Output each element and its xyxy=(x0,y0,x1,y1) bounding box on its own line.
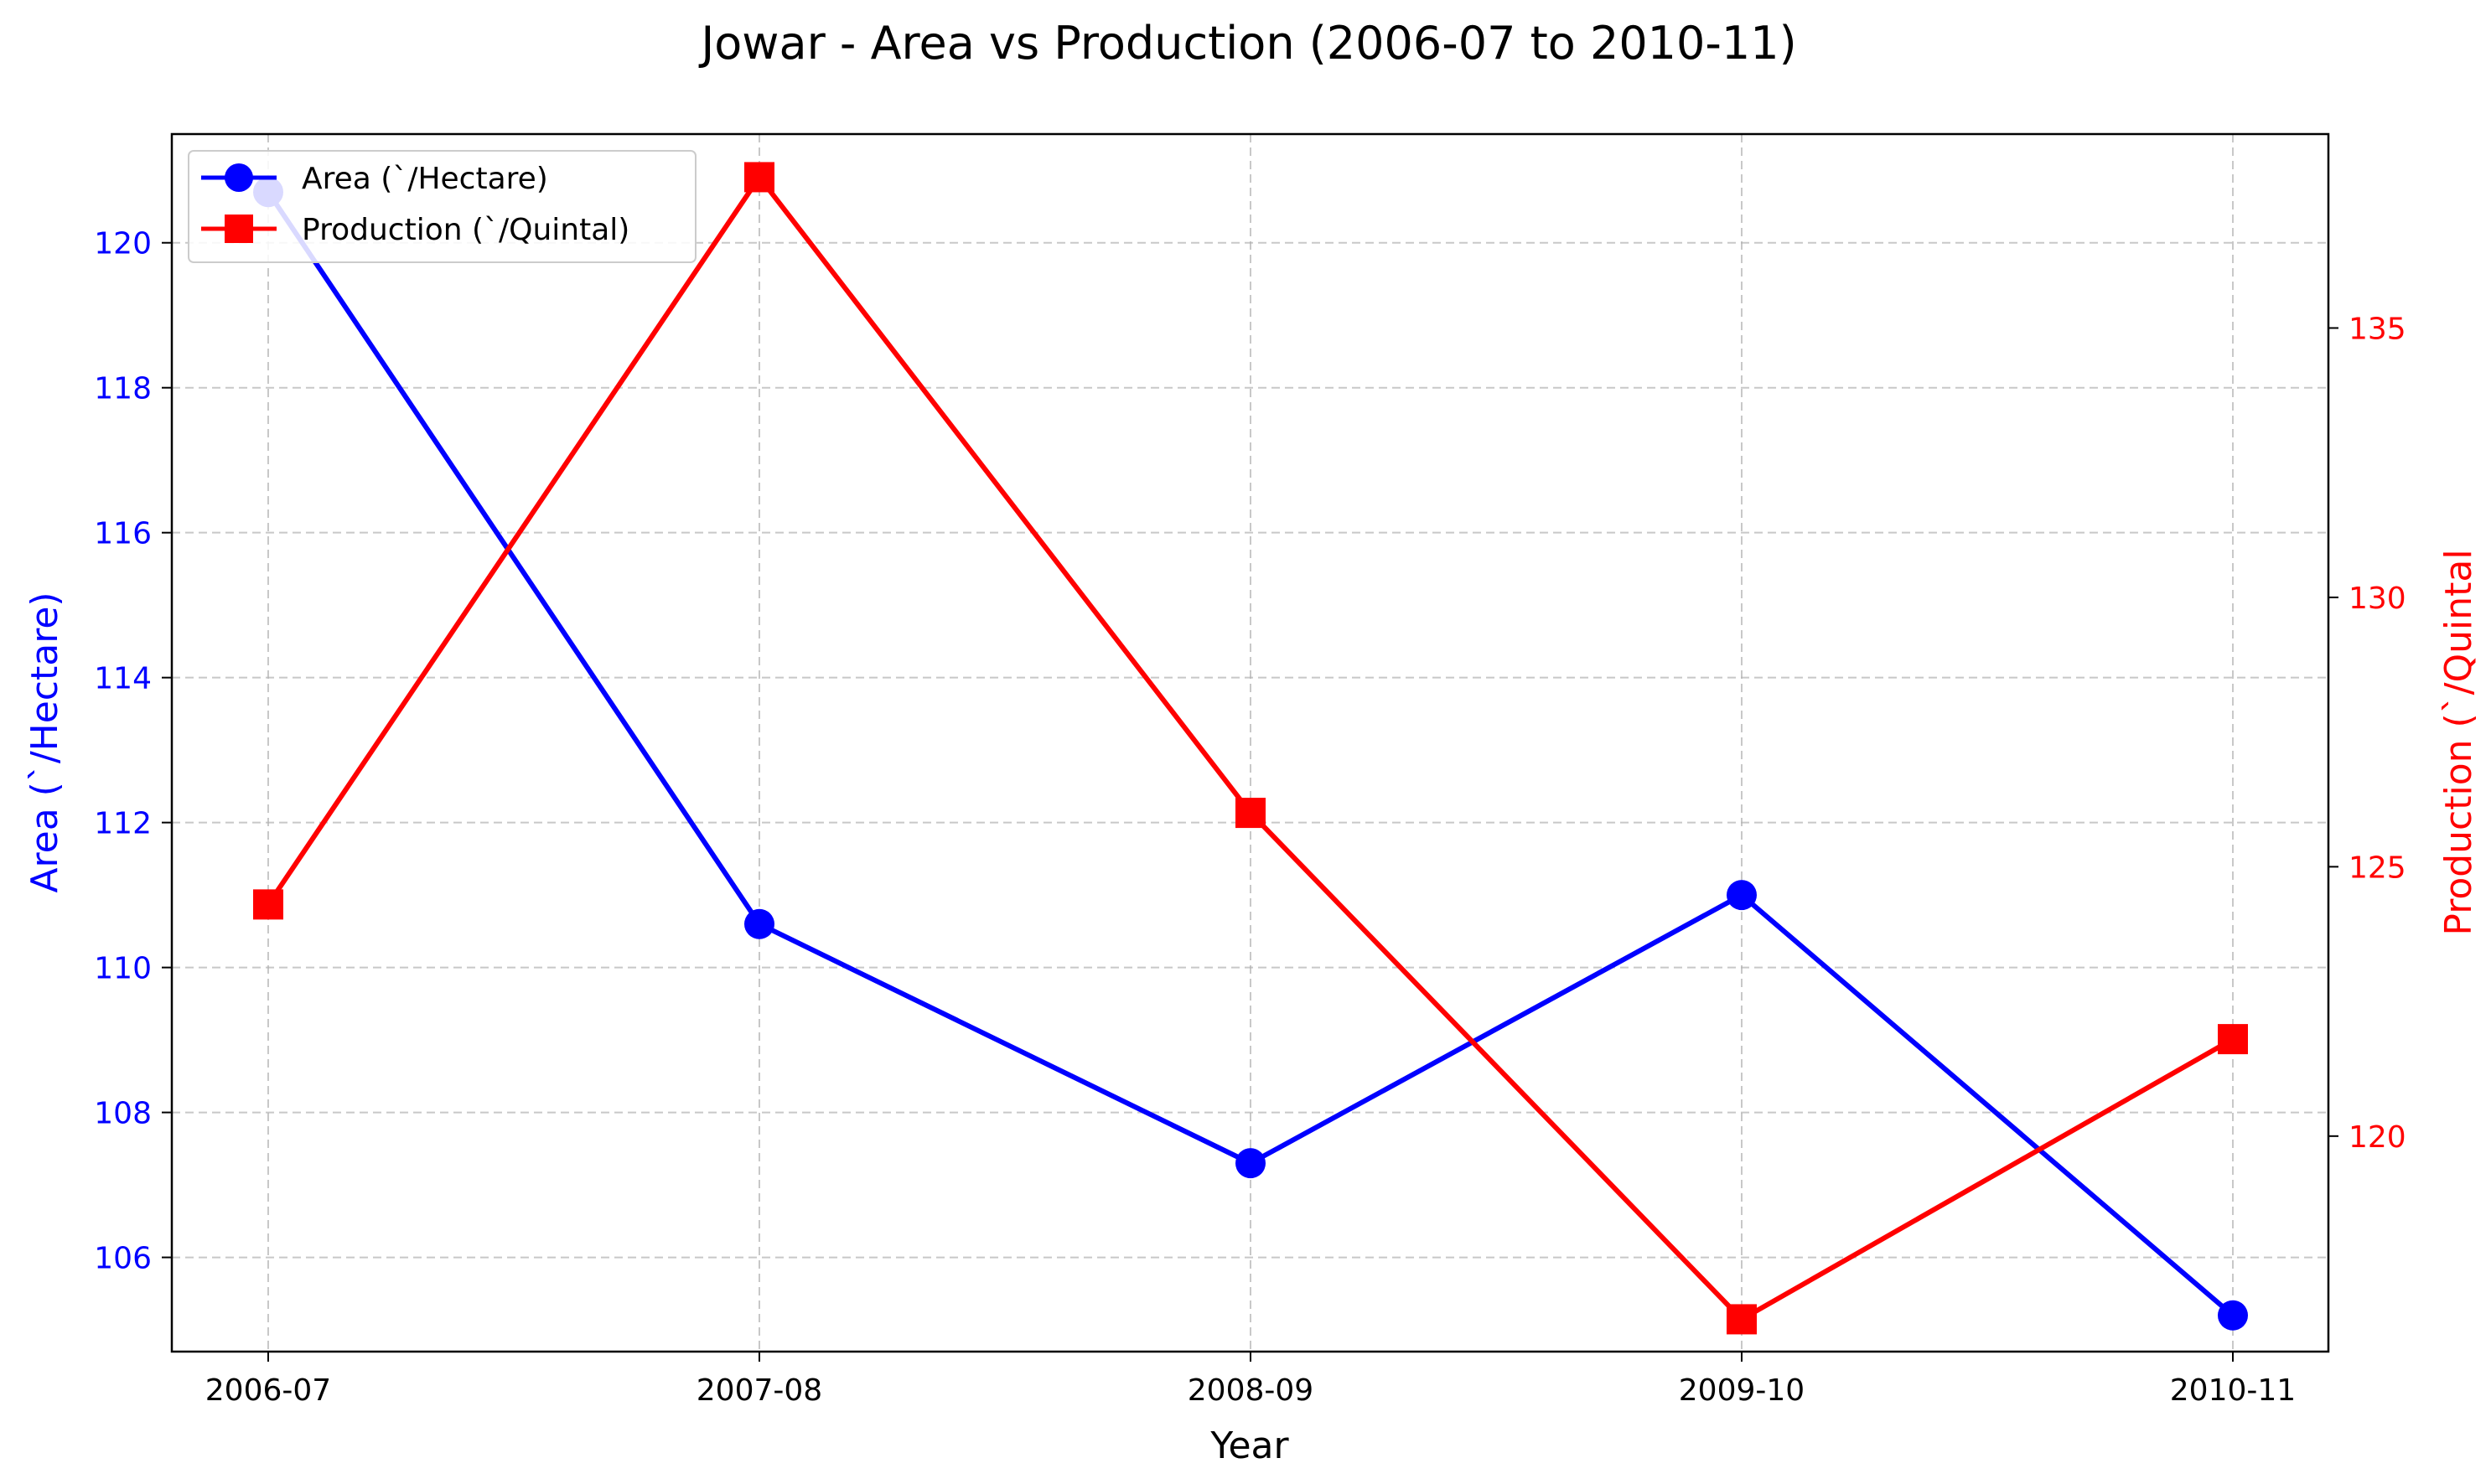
y-left-axis-label: Area (`/Hectare) xyxy=(23,592,66,892)
legend-entry-production: Production (`/Quintal) xyxy=(201,213,629,247)
legend-label-area: Area (`/Hectare) xyxy=(302,162,548,196)
y-left-tick-label: 110 xyxy=(94,952,152,986)
chart-title: Jowar - Area vs Production (2006-07 to 2… xyxy=(698,17,1796,70)
legend-box xyxy=(188,150,697,263)
data-point-area xyxy=(1727,880,1757,911)
y-left-axis-ticks: 106 108 110 112 114 116 118 120 xyxy=(94,227,172,1276)
legend-marker-area xyxy=(225,163,253,192)
data-point-production xyxy=(253,889,283,920)
y-left-tick-label: 114 xyxy=(94,662,152,696)
data-point-production xyxy=(2218,1024,2248,1055)
x-tick-label: 2006-07 xyxy=(205,1373,331,1408)
legend-marker-production xyxy=(225,215,253,243)
x-tick-label: 2007-08 xyxy=(697,1373,822,1408)
y-right-tick-label: 120 xyxy=(2349,1120,2406,1155)
y-right-tick-label: 135 xyxy=(2349,312,2406,346)
y-right-tick-label: 125 xyxy=(2349,851,2406,885)
y-right-axis-label: Production (`/Quintal xyxy=(2437,549,2480,935)
data-point-area xyxy=(2218,1300,2248,1331)
x-tick-label: 2009-10 xyxy=(1679,1373,1805,1408)
y-left-tick-label: 108 xyxy=(94,1097,152,1131)
legend-label-production: Production (`/Quintal) xyxy=(302,213,629,247)
x-axis-ticks: 2006-07 2007-08 2008-09 2009-10 2010-11 xyxy=(205,1352,2296,1408)
legend-entry-area: Area (`/Hectare) xyxy=(201,162,548,196)
y-left-tick-label: 118 xyxy=(94,372,152,406)
x-axis-label: Year xyxy=(1209,1425,1289,1467)
y-right-axis-ticks: 120 125 130 135 xyxy=(2328,312,2406,1155)
y-left-tick-label: 112 xyxy=(94,807,152,841)
data-point-production xyxy=(1235,798,1266,829)
x-tick-label: 2008-09 xyxy=(1188,1373,1313,1408)
data-point-area xyxy=(744,908,774,939)
y-left-tick-label: 116 xyxy=(94,517,152,551)
x-tick-label: 2010-11 xyxy=(2170,1373,2296,1408)
data-point-production xyxy=(1727,1304,1757,1335)
y-left-tick-label: 120 xyxy=(94,227,152,261)
y-left-tick-label: 106 xyxy=(94,1242,152,1276)
y-right-tick-label: 130 xyxy=(2349,582,2406,616)
data-point-production xyxy=(744,162,774,193)
legend: Area (`/Hectare) Production (`/Quintal) xyxy=(188,150,697,263)
data-point-area xyxy=(1235,1148,1266,1179)
